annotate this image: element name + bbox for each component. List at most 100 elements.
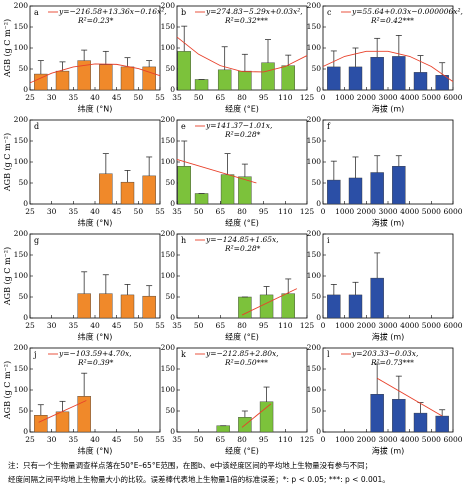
x-tick-label: 55 [155,435,165,444]
bar [327,294,341,319]
y-tick-label: 100 [161,271,176,280]
y-tick-label: 100 [161,43,176,52]
y-tick-label: 200 [161,229,176,238]
y-tick-label: 50 [311,406,321,415]
y-tick-label: 0 [316,427,321,436]
bar [194,79,209,91]
bar [392,399,406,433]
x-axis-label: 经度 (°E) [225,332,259,342]
bar [220,174,235,205]
y-tick-label: 50 [311,64,321,73]
x-tick-label: 30 [47,321,57,330]
x-tick-label: 1000 [335,207,354,216]
bar [238,296,252,319]
footnote: 注：只有一个生物量调查样点落在50°E–65°E范围，在图b、e中该经度区间的平… [8,460,372,470]
x-tick-label: 65 [216,321,226,330]
panel-label: i [327,236,330,245]
x-tick-label: 35 [172,435,182,444]
panel-label: j [33,350,36,359]
bar [99,64,113,91]
r-squared: R²=0.50*** [224,358,268,367]
x-tick-label: 4000 [400,207,419,216]
bar [435,415,449,433]
trend-line [29,63,161,84]
x-tick-label: 95 [259,93,269,102]
r-squared: R²=0.23* [77,16,114,25]
x-tick-label: 2000 [357,93,376,102]
y-tick-label: 0 [23,427,28,436]
y-axis-label: AGB (g C m⁻²) [3,247,12,306]
x-tick-label: 35 [69,321,79,330]
footnote: 经度间隔之间平均地上生物量大小的比较。误差棒代表地上生物量1倍的标准误差；*: … [8,474,390,484]
x-tick-label: 6000 [443,435,462,444]
r-squared: R²=0.28* [224,244,261,253]
y-tick-label: 150 [161,250,176,259]
x-tick-label: 50 [134,93,144,102]
y-tick-label: 50 [165,178,175,187]
x-tick-label: 35 [69,435,79,444]
plot-frame [29,119,161,205]
bar [281,293,295,319]
x-tick-label: 2000 [357,321,376,330]
bar [370,57,384,91]
y-tick-label: 100 [14,271,29,280]
bar [120,181,135,205]
x-tick-label: 35 [69,207,79,216]
x-tick-label: 55 [155,93,165,102]
bar [77,293,91,319]
x-tick-label: 30 [47,207,57,216]
panel-label: l [327,350,330,359]
x-tick-label: 80 [237,93,247,102]
y-tick-label: 0 [316,199,321,208]
y-tick-label: 0 [170,199,175,208]
x-tick-label: 55 [155,321,165,330]
x-axis-label: 海拔 (m) [372,104,405,114]
trend-line [376,377,443,417]
x-axis-label: 经度 (°E) [225,446,259,456]
x-tick-label: 25 [25,207,35,216]
x-tick-label: 40 [90,93,100,102]
x-tick-label: 50 [194,321,204,330]
y-tick-label: 200 [307,229,322,238]
x-tick-label: 25 [25,435,35,444]
equation: y=55.64+0.03x−0.000006x², [351,7,463,16]
y-tick-label: 150 [161,22,176,31]
y-tick-label: 150 [307,22,322,31]
bar [413,72,428,91]
x-tick-label: 50 [134,321,144,330]
panel-label: b [181,8,186,17]
trend-line [322,50,454,82]
bar [259,401,274,433]
trend-line [241,403,272,428]
y-tick-label: 150 [307,364,322,373]
x-tick-label: 95 [259,435,269,444]
y-tick-label: 100 [307,385,322,394]
bar [120,294,135,319]
x-tick-label: 2000 [357,207,376,216]
x-tick-label: 1000 [335,93,354,102]
x-tick-label: 95 [259,321,269,330]
x-tick-label: 110 [278,207,293,216]
y-tick-label: 0 [23,313,28,322]
x-axis-label: 海拔 (m) [372,218,405,228]
y-tick-label: 200 [161,1,176,10]
x-axis-label: 经度 (°E) [225,104,259,114]
x-tick-label: 110 [278,93,293,102]
x-tick-label: 50 [134,435,144,444]
x-tick-label: 45 [112,93,122,102]
x-tick-label: 125 [300,321,315,330]
x-tick-label: 2000 [357,435,376,444]
y-tick-label: 150 [14,136,29,145]
bar [55,411,70,433]
bar [99,173,113,205]
x-tick-label: 3000 [378,93,397,102]
y-tick-label: 200 [14,1,29,10]
y-tick-label: 50 [18,64,28,73]
panel-label: c [327,8,332,17]
y-tick-label: 100 [14,157,29,166]
bar [34,415,48,433]
y-tick-label: 50 [311,292,321,301]
x-tick-label: 50 [194,93,204,102]
y-tick-label: 150 [14,250,29,259]
